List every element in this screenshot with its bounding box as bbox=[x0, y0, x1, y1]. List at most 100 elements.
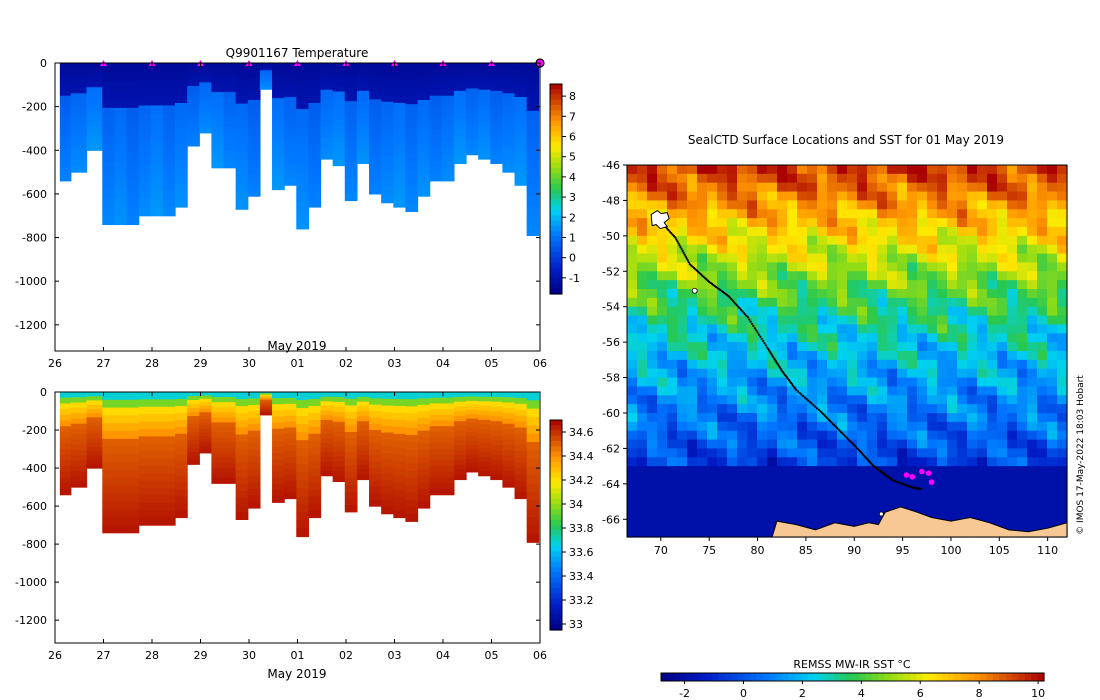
sst-cell bbox=[1017, 368, 1028, 379]
salinity-cell bbox=[429, 466, 443, 473]
sst-cell bbox=[897, 262, 908, 272]
sst-cell bbox=[667, 510, 678, 520]
sst-cell bbox=[737, 253, 748, 264]
sst-cell bbox=[947, 218, 958, 228]
colorbar-swatch bbox=[550, 105, 562, 111]
temperature-cell bbox=[478, 121, 491, 128]
sst-cell bbox=[687, 280, 698, 290]
temperature-cell bbox=[320, 153, 334, 160]
sst-cell bbox=[797, 315, 808, 326]
colorbar-tick-label: 4 bbox=[569, 171, 576, 184]
sst-cell bbox=[917, 182, 928, 193]
sst-cell bbox=[977, 165, 988, 175]
sst-cell bbox=[757, 386, 768, 396]
sst-cell bbox=[1007, 165, 1018, 175]
temperature-cell bbox=[453, 90, 467, 98]
colorbar-tick-label: 8 bbox=[976, 687, 983, 700]
salinity-cell bbox=[502, 418, 516, 425]
sst-cell bbox=[937, 395, 948, 405]
salinity-cell bbox=[453, 464, 467, 471]
sst-cell bbox=[1007, 280, 1018, 290]
colorbar-swatch bbox=[550, 614, 562, 621]
salinity-cell bbox=[344, 411, 358, 420]
sst-cell bbox=[777, 457, 788, 467]
track-point bbox=[848, 439, 851, 442]
temperature-cell bbox=[70, 123, 88, 131]
track-point bbox=[744, 313, 747, 316]
sst-cell bbox=[917, 457, 928, 467]
salinity-cell bbox=[514, 392, 528, 399]
sst-cell bbox=[1047, 324, 1058, 334]
sst-cell bbox=[1057, 404, 1068, 414]
sst-cell bbox=[1047, 368, 1058, 379]
sst-cell bbox=[737, 395, 748, 405]
sst-cell bbox=[987, 342, 998, 352]
salinity-cell bbox=[138, 495, 152, 504]
sst-cell bbox=[967, 182, 978, 193]
sst-cell bbox=[1057, 315, 1068, 326]
sst-cell bbox=[997, 466, 1008, 476]
salinity-cell bbox=[235, 462, 249, 471]
sst-cell bbox=[727, 395, 738, 405]
sst-cell bbox=[647, 466, 658, 476]
salinity-cell bbox=[381, 432, 394, 440]
sst-cell bbox=[987, 280, 998, 290]
temperature-cell bbox=[490, 141, 504, 148]
sst-cell bbox=[967, 227, 978, 237]
temperature-cell bbox=[162, 88, 176, 98]
sst-cell bbox=[807, 501, 818, 512]
colorbar-swatch bbox=[705, 673, 713, 681]
colorbar-swatch bbox=[550, 257, 562, 264]
sst-cell bbox=[807, 430, 818, 441]
salinity-cell bbox=[526, 425, 540, 435]
track-point bbox=[766, 346, 769, 349]
salinity-cell bbox=[429, 454, 443, 462]
temperature-cell bbox=[393, 159, 407, 168]
temperature-cell bbox=[320, 89, 334, 96]
temperature-cell bbox=[490, 85, 504, 92]
sst-cell bbox=[887, 404, 898, 414]
temperature-cell bbox=[247, 151, 261, 160]
temperature-cell bbox=[259, 81, 273, 84]
temperature-cell bbox=[247, 77, 261, 86]
temperature-cell bbox=[114, 125, 128, 136]
sst-cell bbox=[957, 218, 968, 228]
sst-cell bbox=[657, 386, 668, 396]
sst-cell bbox=[627, 271, 638, 281]
salinity-cell bbox=[466, 467, 479, 473]
salinity-cell bbox=[247, 443, 261, 451]
salinity-cell bbox=[223, 457, 237, 464]
temperature-cell bbox=[514, 171, 528, 179]
sst-cell bbox=[1007, 182, 1018, 193]
temperature-cell bbox=[59, 63, 72, 71]
sst-cell bbox=[757, 324, 768, 334]
sst-cell bbox=[997, 501, 1008, 512]
sst-cell bbox=[947, 306, 958, 317]
salinity-cell bbox=[211, 422, 225, 429]
sst-cell bbox=[777, 165, 788, 175]
sst-cell bbox=[937, 421, 948, 432]
salinity-cell bbox=[320, 447, 334, 454]
sst-cell bbox=[767, 492, 778, 503]
track-point bbox=[798, 391, 801, 395]
sst-cell bbox=[1057, 173, 1068, 184]
sst-cell bbox=[627, 492, 638, 503]
sst-cell bbox=[827, 182, 838, 193]
sst-cell bbox=[1027, 253, 1038, 264]
temperature-cell bbox=[514, 69, 528, 78]
sst-cell bbox=[947, 421, 958, 432]
sst-cell bbox=[957, 200, 968, 210]
sst-cell bbox=[697, 448, 708, 458]
salinity-cell bbox=[526, 467, 540, 477]
sst-cell bbox=[987, 501, 998, 512]
sst-cell bbox=[627, 439, 638, 450]
temperature-cell bbox=[114, 71, 128, 82]
temperature-cell bbox=[526, 120, 540, 131]
temperature-cell bbox=[126, 125, 140, 136]
sst-cell bbox=[837, 430, 848, 441]
sst-cell bbox=[647, 359, 658, 370]
track-point bbox=[733, 301, 736, 304]
salinity-cell bbox=[405, 427, 419, 436]
temperature-cell bbox=[478, 100, 491, 107]
sst-cell bbox=[727, 271, 738, 281]
